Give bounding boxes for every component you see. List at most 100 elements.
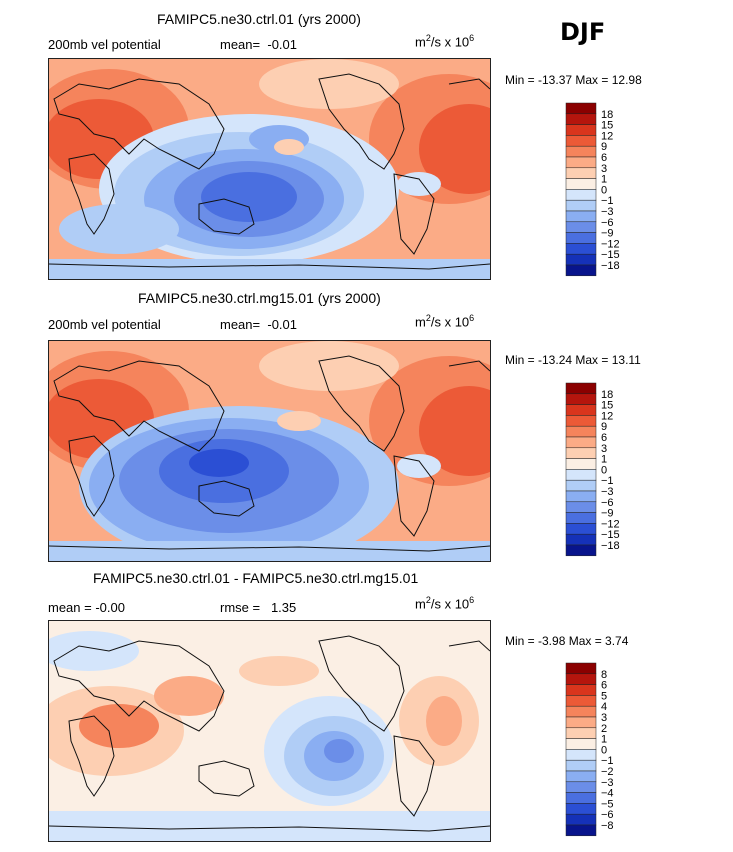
colorbar-swatch (565, 113, 597, 125)
colorbar-tick-label: −1 (601, 755, 614, 767)
panel-3-colorbar: 8 6 5 4 3 2 1 0 −1 −2 −3 −4 −5 −6 −8 (565, 662, 636, 838)
colorbar-swatch (565, 199, 597, 212)
colorbar-tick-label: 3 (601, 443, 607, 455)
colorbar-swatch (565, 490, 597, 503)
colorbar-tick-label: 6 (601, 680, 607, 692)
panel-2-mean-label: mean= -0.01 (220, 317, 297, 332)
colorbar-tick-label: 1 (601, 174, 607, 186)
colorbar-swatch (565, 533, 597, 546)
colorbar-swatch (565, 447, 597, 459)
colorbar-swatch (565, 759, 597, 772)
colorbar-tick-label: 5 (601, 690, 607, 702)
colorbar-tick-label: 18 (601, 389, 613, 401)
colorbar-swatch (565, 695, 597, 707)
colorbar-tick-label: 6 (601, 432, 607, 444)
colorbar-tick-label: 0 (601, 744, 607, 756)
panel-1-title: FAMIPC5.ne30.ctrl.01 (yrs 2000) (157, 11, 361, 27)
panel-3-map (48, 620, 491, 842)
colorbar-swatch (565, 824, 597, 837)
colorbar-tick-label: −15 (601, 249, 620, 261)
colorbar-swatch (565, 512, 597, 524)
colorbar-tick-label: 12 (601, 410, 613, 422)
colorbar-swatch (565, 727, 597, 739)
colorbar-swatch (565, 425, 597, 438)
colorbar-tick-label: −9 (601, 508, 614, 520)
colorbar-tick-label: 1 (601, 454, 607, 466)
colorbar-tick-label: 8 (601, 669, 607, 681)
colorbar-tick-label: −3 (601, 486, 614, 498)
colorbar-swatch (565, 716, 597, 729)
colorbar-swatch (565, 436, 597, 449)
panel-3-mean-label: mean = -0.00 (48, 600, 125, 615)
colorbar-tick-label: 4 (601, 701, 607, 713)
colorbar-swatch (565, 253, 597, 266)
colorbar-swatch (565, 544, 597, 557)
season-label: DJF (560, 18, 606, 46)
panel-3-minmax: Min = -3.98 Max = 3.74 (505, 634, 629, 648)
colorbar-tick-label: 15 (601, 120, 613, 132)
colorbar-swatch (565, 124, 597, 136)
colorbar-tick-label: −6 (601, 809, 614, 821)
colorbar-swatch (565, 803, 597, 815)
colorbar-swatch (565, 749, 597, 761)
colorbar-swatch (565, 662, 597, 675)
colorbar-swatch (565, 156, 597, 169)
colorbar-tick-label: −3 (601, 206, 614, 218)
colorbar-tick-label: −12 (601, 518, 620, 530)
panel-2-units: m2/s x 106 (415, 313, 475, 330)
colorbar-swatch (565, 479, 597, 492)
colorbar-tick-label: −1 (601, 195, 614, 207)
colorbar-swatch (565, 404, 597, 416)
panel-1-field-label: 200mb vel potential (48, 37, 161, 52)
colorbar-swatch (565, 210, 597, 223)
colorbar-swatch (565, 221, 597, 233)
colorbar-tick-label: −12 (601, 238, 620, 250)
colorbar-tick-label: 12 (601, 130, 613, 142)
panel-1-minmax: Min = -13.37 Max = 12.98 (505, 73, 642, 87)
colorbar-tick-label: 15 (601, 400, 613, 412)
colorbar-swatch (565, 232, 597, 244)
colorbar-swatch (565, 189, 597, 201)
colorbar-tick-label: 6 (601, 152, 607, 164)
colorbar-swatch (565, 673, 597, 685)
colorbar-tick-label: 2 (601, 723, 607, 735)
panel-2-colorbar: 18 15 12 9 6 3 1 0 −1 −3 −6 −9 −12 −15 −18 (565, 382, 636, 558)
colorbar-tick-label: −9 (601, 228, 614, 240)
colorbar-tick-label: −2 (601, 766, 614, 778)
panel-2-minmax: Min = -13.24 Max = 13.11 (505, 353, 641, 367)
colorbar-swatch (565, 781, 597, 793)
colorbar-tick-label: −1 (601, 475, 614, 487)
colorbar-swatch (565, 145, 597, 158)
panel-2-field-label: 200mb vel potential (48, 317, 161, 332)
colorbar-tick-label: 9 (601, 141, 607, 153)
colorbar-tick-label: −3 (601, 777, 614, 789)
colorbar-tick-label: 9 (601, 421, 607, 433)
colorbar-swatch (565, 792, 597, 804)
panel-1-units: m2/s x 106 (415, 33, 475, 50)
panel-3-rmse-label: rmse = 1.35 (220, 600, 297, 615)
colorbar-tick-label: 1 (601, 734, 607, 746)
colorbar-swatch (565, 167, 597, 179)
colorbar-swatch (565, 135, 597, 147)
colorbar-swatch (565, 458, 597, 470)
panel-1-mean-label: mean= -0.01 (220, 37, 297, 52)
colorbar-swatch (565, 705, 597, 718)
colorbar-swatch (565, 382, 597, 395)
colorbar-swatch (565, 243, 597, 255)
panel-3-units: m2/s x 106 (415, 595, 475, 612)
colorbar-tick-label: 0 (601, 184, 607, 196)
colorbar-tick-label: 3 (601, 712, 607, 724)
colorbar-tick-label: −6 (601, 217, 614, 229)
colorbar-swatch (565, 393, 597, 405)
colorbar-tick-label: −15 (601, 529, 620, 541)
colorbar-swatch (565, 501, 597, 513)
colorbar-tick-label: −6 (601, 497, 614, 509)
colorbar-tick-label: −18 (601, 260, 620, 272)
colorbar-swatch (565, 102, 597, 115)
panel-1-map (48, 58, 491, 280)
colorbar-tick-label: −5 (601, 798, 614, 810)
colorbar-swatch (565, 738, 597, 750)
panel-1-colorbar: 18 15 12 9 6 3 1 0 −1 −3 −6 −9 −12 −15 −18 (565, 102, 636, 278)
panel-2-title: FAMIPC5.ne30.ctrl.mg15.01 (yrs 2000) (138, 290, 381, 306)
panel-3-title: FAMIPC5.ne30.ctrl.01 - FAMIPC5.ne30.ctrl… (93, 570, 419, 586)
